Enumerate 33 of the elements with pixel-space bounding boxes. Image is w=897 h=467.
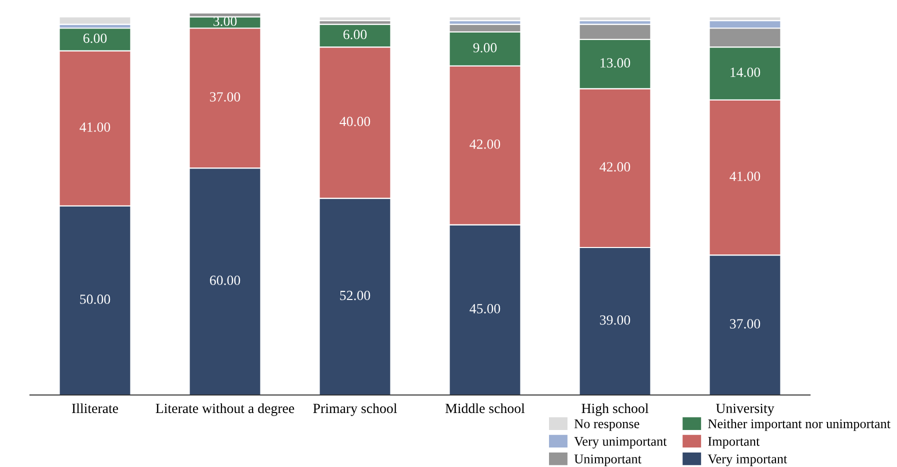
legend-label: Very important [708,454,788,466]
data-label: 45.00 [470,304,500,314]
bar [578,16,652,22]
legend-label: No response [574,419,640,431]
data-label: 52.00 [340,290,370,300]
bar [58,16,132,25]
data-label: 40.00 [340,116,370,126]
x-tick-label: University [716,404,774,416]
data-label: 42.00 [470,139,500,149]
data-label: 9.00 [473,43,497,52]
data-label: 37.00 [730,319,760,329]
data-label: 42.00 [600,162,630,172]
data-label: 14.00 [730,68,760,78]
x-tick-label: Literate without a degree [156,403,294,416]
data-label: 39.00 [600,315,630,325]
x-tick-label: Illiterate [72,403,118,414]
data-label: 6.00 [343,30,367,40]
data-label: 6.00 [83,34,107,44]
data-label: 50.00 [80,294,110,304]
x-tick-label: Primary school [313,403,397,416]
legend-label: Neither important nor unimportant [708,418,890,431]
legend-label: Very unimportant [574,436,667,449]
x-tick-label: High school [582,403,648,416]
data-label: 13.00 [600,58,630,68]
data-label: 41.00 [730,172,760,182]
legend-label: Important [708,437,760,448]
data-label: 41.00 [80,122,110,132]
data-label: 60.00 [210,276,240,286]
bar [318,16,392,22]
bar [448,16,522,22]
legend-label: Unimportant [574,454,642,466]
data-label: 37.00 [210,92,240,102]
x-tick-label: Middle school [445,403,525,414]
